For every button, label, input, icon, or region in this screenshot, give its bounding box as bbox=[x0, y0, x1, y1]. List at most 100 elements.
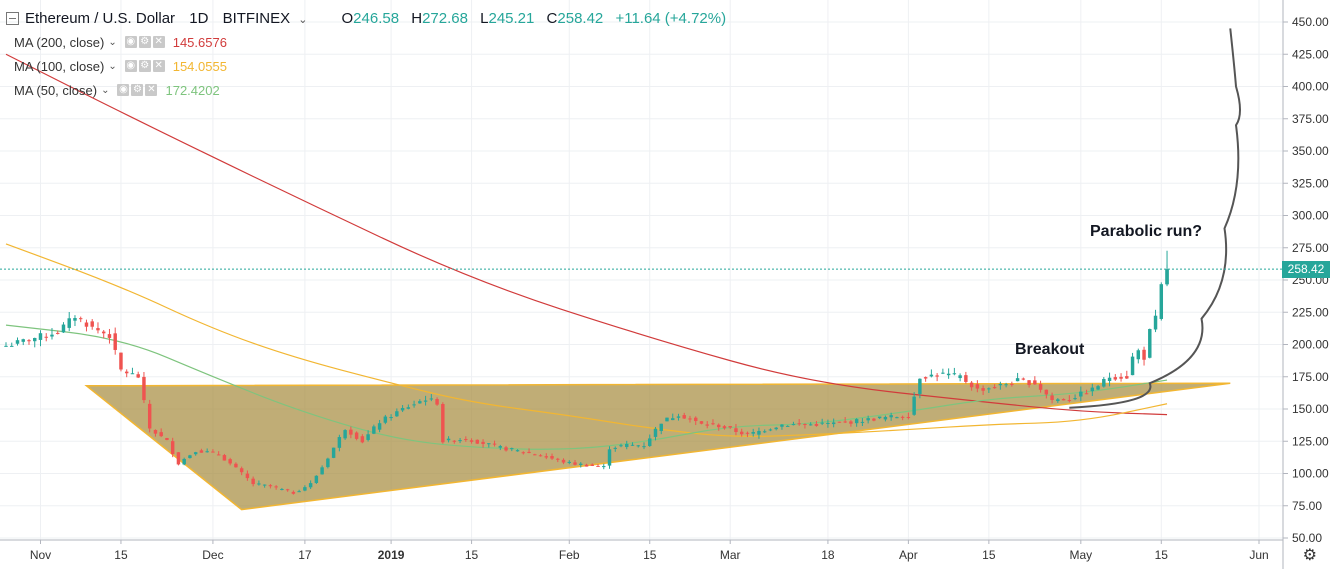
candle-body bbox=[510, 448, 514, 450]
indicator-ma100[interactable]: MA (100, close) ⌄ ◉ ⚙ ✕ 154.0555 bbox=[10, 54, 726, 78]
candle-body bbox=[383, 416, 388, 423]
candle-body bbox=[590, 464, 594, 466]
moving-average-lines bbox=[5, 53, 1168, 450]
candle-body bbox=[469, 440, 474, 442]
candle-body bbox=[1136, 350, 1141, 360]
candle-body bbox=[176, 452, 181, 465]
candle-body bbox=[124, 371, 129, 374]
candle-body bbox=[716, 424, 721, 428]
candle-body bbox=[803, 424, 807, 426]
candle-body bbox=[314, 475, 319, 483]
gear-icon[interactable]: ⚙ bbox=[1302, 547, 1317, 564]
x-tick-label: Dec bbox=[202, 548, 223, 562]
visibility-icon[interactable]: ◉ bbox=[124, 60, 137, 72]
breakout-annotation: Breakout bbox=[1015, 341, 1085, 358]
candle-body bbox=[567, 461, 571, 463]
candle-body bbox=[1125, 376, 1129, 379]
indicator-ma200[interactable]: MA (200, close) ⌄ ◉ ⚙ ✕ 145.6576 bbox=[10, 30, 726, 54]
candlesticks bbox=[4, 250, 1169, 495]
close-icon[interactable]: ✕ bbox=[152, 36, 165, 48]
change-value: +11.64 (+4.72%) bbox=[615, 9, 727, 27]
y-tick-label: 200.00 bbox=[1292, 338, 1329, 352]
gear-icon[interactable]: ⚙ bbox=[138, 60, 151, 72]
gear-icon[interactable]: ⚙ bbox=[131, 84, 144, 96]
candle-body bbox=[1061, 399, 1066, 401]
candle-body bbox=[412, 404, 416, 406]
candle-body bbox=[504, 447, 508, 451]
candle-body bbox=[694, 417, 698, 422]
candle-body bbox=[1119, 376, 1123, 379]
candle-body bbox=[745, 432, 750, 434]
y-tick-label: 275.00 bbox=[1292, 241, 1329, 255]
close-icon[interactable]: ✕ bbox=[152, 60, 165, 72]
candle-body bbox=[550, 456, 554, 459]
candle-body bbox=[96, 328, 100, 331]
candle-body bbox=[1153, 315, 1158, 330]
visibility-icon[interactable]: ◉ bbox=[124, 36, 137, 48]
candle-body bbox=[205, 451, 209, 453]
candle-body bbox=[527, 451, 531, 453]
candle-body bbox=[860, 421, 865, 423]
candle-body bbox=[15, 340, 20, 344]
y-tick-label: 75.00 bbox=[1292, 499, 1322, 513]
candle-body bbox=[429, 398, 434, 400]
chevron-down-icon[interactable]: ⌄ bbox=[108, 60, 117, 72]
candle-body bbox=[303, 487, 307, 491]
chevron-down-icon[interactable]: ⌄ bbox=[298, 13, 308, 26]
y-tick-label: 425.00 bbox=[1292, 47, 1329, 61]
price-axis[interactable]: 50.00 75.00 100.00 125.00 150.00 175.00 200.00… bbox=[1282, 0, 1329, 569]
candle-body bbox=[182, 458, 186, 465]
candle-body bbox=[1073, 398, 1077, 400]
candle-body bbox=[147, 403, 152, 429]
gear-icon[interactable]: ⚙ bbox=[138, 36, 151, 48]
candle-body bbox=[372, 426, 376, 434]
symbol-title[interactable]: Ethereum / U.S. Dollar 1D BITFINEX ⌄ bbox=[25, 10, 308, 27]
candle-body bbox=[1067, 400, 1072, 402]
candle-body bbox=[291, 491, 296, 494]
candle-body bbox=[814, 423, 819, 426]
candle-body bbox=[435, 399, 439, 405]
open-key: O bbox=[341, 9, 354, 27]
chevron-down-icon[interactable]: ⌄ bbox=[108, 36, 117, 48]
candle-body bbox=[872, 418, 876, 421]
collapse-legend-icon[interactable] bbox=[6, 11, 19, 25]
candle-body bbox=[688, 418, 692, 420]
indicator-label: MA (50, close) bbox=[14, 82, 98, 98]
candle-body bbox=[446, 438, 451, 441]
candle-body bbox=[998, 383, 1003, 386]
candle-body bbox=[831, 422, 836, 425]
candle-body bbox=[946, 373, 951, 376]
candle-body bbox=[1090, 387, 1095, 392]
candle-body bbox=[711, 423, 715, 425]
candle-body bbox=[556, 458, 560, 460]
y-tick-label: 300.00 bbox=[1292, 209, 1329, 223]
candle-body bbox=[44, 336, 48, 338]
candle-body bbox=[883, 416, 888, 420]
candle-body bbox=[101, 331, 106, 334]
y-tick-label: 325.00 bbox=[1292, 176, 1329, 190]
time-axis[interactable]: Nov 15 Dec 17 2019 15 Feb 15 Mar 18 Apr 15 May 15 Jun bbox=[0, 539, 1283, 562]
visibility-icon[interactable]: ◉ bbox=[117, 84, 130, 96]
x-tick-label: Feb bbox=[559, 548, 580, 562]
candle-body bbox=[10, 345, 14, 347]
candle-body bbox=[826, 422, 830, 424]
high-value: 272.68 bbox=[422, 9, 468, 27]
candle-body bbox=[992, 387, 997, 389]
close-icon[interactable]: ✕ bbox=[145, 84, 158, 96]
candle-body bbox=[1015, 378, 1020, 382]
candle-body bbox=[285, 489, 290, 491]
candle-body bbox=[1107, 377, 1112, 381]
x-tick-label: Nov bbox=[30, 548, 51, 562]
chevron-down-icon[interactable]: ⌄ bbox=[101, 84, 110, 96]
chart-legend: Ethereum / U.S. Dollar 1D BITFINEX ⌄ O24… bbox=[6, 6, 726, 102]
candle-body bbox=[107, 334, 112, 338]
candle-body bbox=[475, 439, 480, 444]
candle-body bbox=[1165, 269, 1169, 285]
x-tick-label: Apr bbox=[899, 548, 918, 562]
candle-body bbox=[1044, 389, 1049, 395]
symbol-name: Ethereum / U.S. Dollar bbox=[25, 9, 176, 27]
indicator-ma50[interactable]: MA (50, close) ⌄ ◉ ⚙ ✕ 172.4202 bbox=[10, 78, 726, 102]
candle-body bbox=[165, 438, 169, 440]
candle-body bbox=[613, 447, 617, 449]
